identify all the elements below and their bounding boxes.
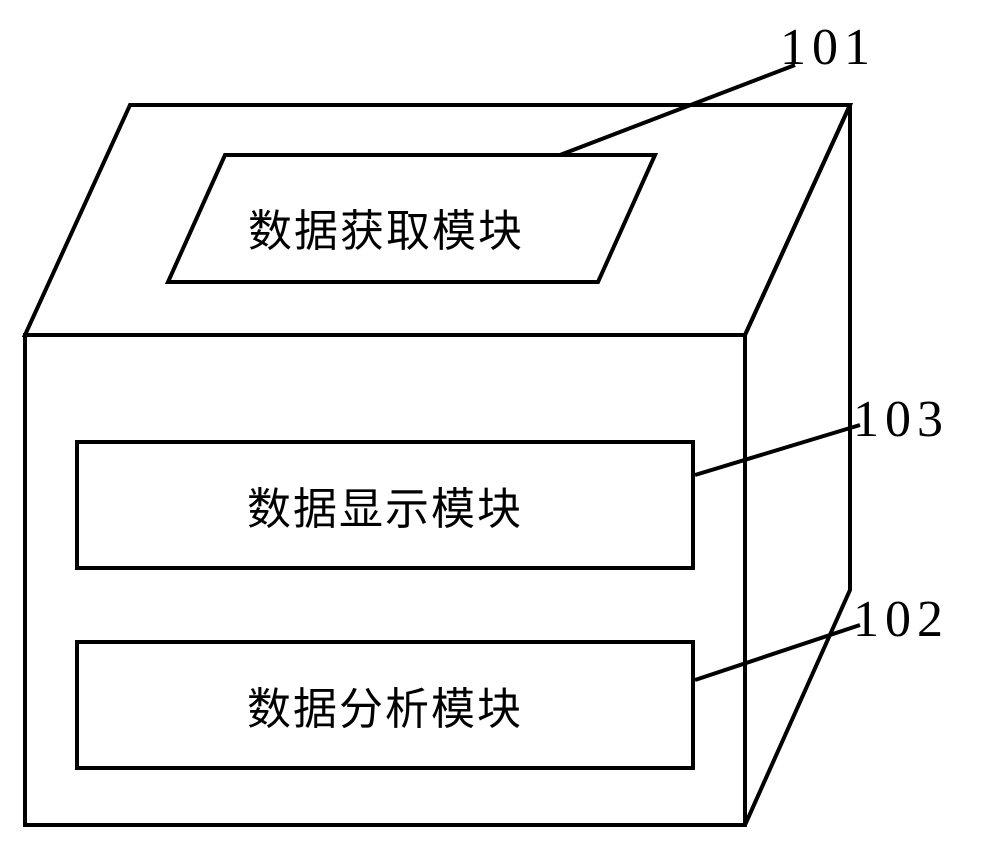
module-top-label: 数据获取模块 xyxy=(248,195,524,259)
module-bottom-box: 数据分析模块 xyxy=(75,640,695,770)
box-right-face xyxy=(745,105,850,825)
module-bottom-text: 数据分析模块 xyxy=(247,673,523,737)
module-middle-text: 数据显示模块 xyxy=(247,473,523,537)
module-middle-box: 数据显示模块 xyxy=(75,440,695,570)
callout-line-101 xyxy=(560,65,795,155)
callout-101: 101 xyxy=(780,18,876,77)
callout-102: 102 xyxy=(853,590,949,649)
callout-103: 103 xyxy=(853,390,949,449)
module-top-text: 数据获取模块 xyxy=(248,207,524,256)
block-diagram: 数据获取模块 数据显示模块 数据分析模块 101 103 102 xyxy=(0,0,1000,849)
callout-102-text: 102 xyxy=(853,591,949,648)
callout-101-text: 101 xyxy=(780,19,876,76)
callout-103-text: 103 xyxy=(853,391,949,448)
callout-line-102 xyxy=(695,625,860,680)
callout-line-103 xyxy=(695,425,860,475)
